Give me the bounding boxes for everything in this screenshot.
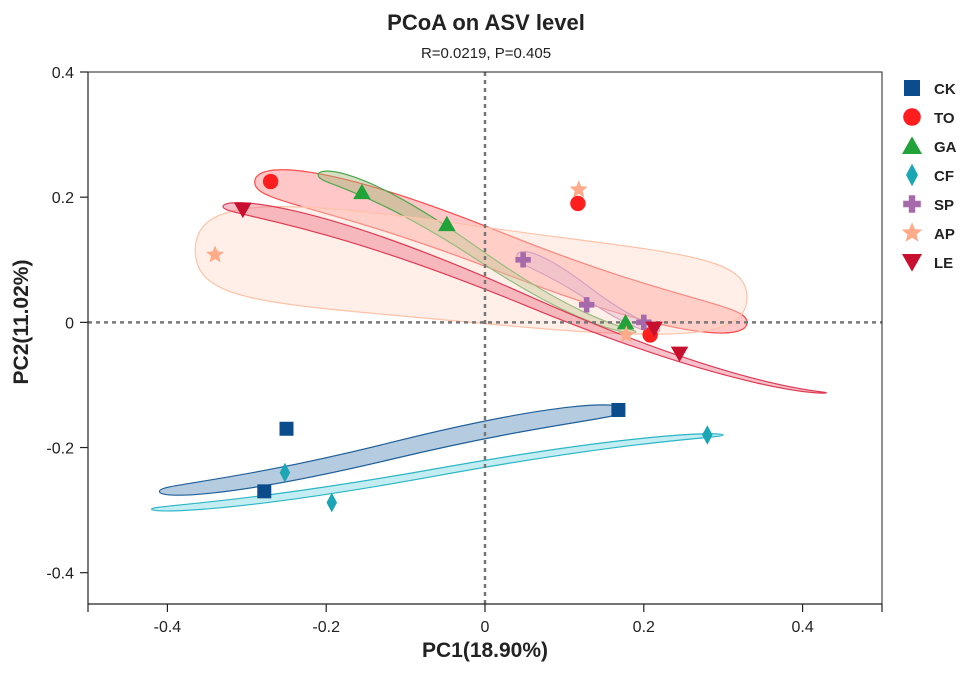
y-axis-label: PC2(11.02%): [10, 260, 33, 385]
legend-label-ap: AP: [934, 226, 955, 243]
point-cf-0: [279, 462, 291, 483]
y-tick-label-3: 0.2: [52, 190, 74, 207]
point-ap-0: [206, 245, 225, 263]
point-le-0: [234, 202, 252, 219]
point-cf-2: [702, 425, 713, 445]
point-le-1: [645, 321, 663, 338]
x-tick-label-1: -0.2: [312, 619, 340, 636]
legend-label-sp: SP: [934, 197, 954, 214]
point-ap-1: [569, 180, 588, 198]
legend-marker-le: [902, 254, 922, 272]
y-tick-label-4: 0.4: [52, 65, 74, 82]
point-le-2: [670, 346, 689, 363]
legend-marker-to: [903, 108, 921, 126]
point-to-0: [262, 173, 279, 190]
chart-subtitle: R=0.0219, P=0.405: [421, 45, 551, 62]
point-ap-2: [617, 325, 636, 343]
legend-marker-ga: [902, 136, 922, 154]
x-tick-label-2: 0: [481, 619, 490, 636]
ellipse-cf: [150, 433, 724, 512]
y-tick-label-0: -0.4: [46, 566, 74, 583]
point-ck-0: [279, 421, 294, 436]
legend-marker-ap: [901, 222, 923, 242]
legend-marker-sp: [903, 195, 921, 213]
legend: CK TO GA CF SP AP LE: [901, 80, 957, 272]
y-axis: -0.4 -0.2 0 0.2 0.4: [46, 65, 89, 604]
ellipses-layer: [150, 169, 828, 512]
legend-marker-cf: [906, 163, 918, 187]
point-to-1: [570, 195, 586, 212]
point-ga-1: [438, 215, 456, 232]
point-sp-0: [515, 252, 531, 268]
x-axis-label: PC1(18.90%): [422, 639, 548, 662]
chart-title: PCoA on ASV level: [387, 10, 585, 35]
point-ga-2: [616, 313, 635, 330]
points-layer: [206, 173, 713, 513]
x-tick-label-3: 0.2: [633, 619, 655, 636]
point-ck-2: [611, 402, 626, 417]
reference-lines: [88, 72, 882, 604]
x-axis: -0.4 -0.2 0 0.2 0.4: [87, 603, 883, 636]
legend-label-le: LE: [934, 255, 953, 272]
ellipse-sp: [516, 250, 661, 333]
legend-marker-ck: [904, 80, 920, 96]
legend-label-cf: CF: [934, 168, 954, 185]
point-ck-1: [257, 484, 272, 499]
point-sp-2: [636, 314, 652, 331]
point-sp-1: [578, 297, 595, 313]
x-tick-label-0: -0.4: [154, 619, 182, 636]
legend-label-to: TO: [934, 110, 955, 127]
point-ga-0: [353, 183, 371, 200]
legend-label-ck: CK: [934, 81, 956, 98]
ellipse-ga: [317, 170, 637, 334]
y-tick-label-1: -0.2: [46, 441, 74, 458]
x-tick-label-4: 0.4: [791, 619, 813, 636]
y-tick-label-2: 0: [65, 315, 74, 332]
ellipse-le: [222, 202, 828, 394]
legend-label-ga: GA: [934, 139, 957, 156]
point-cf-1: [326, 492, 338, 513]
